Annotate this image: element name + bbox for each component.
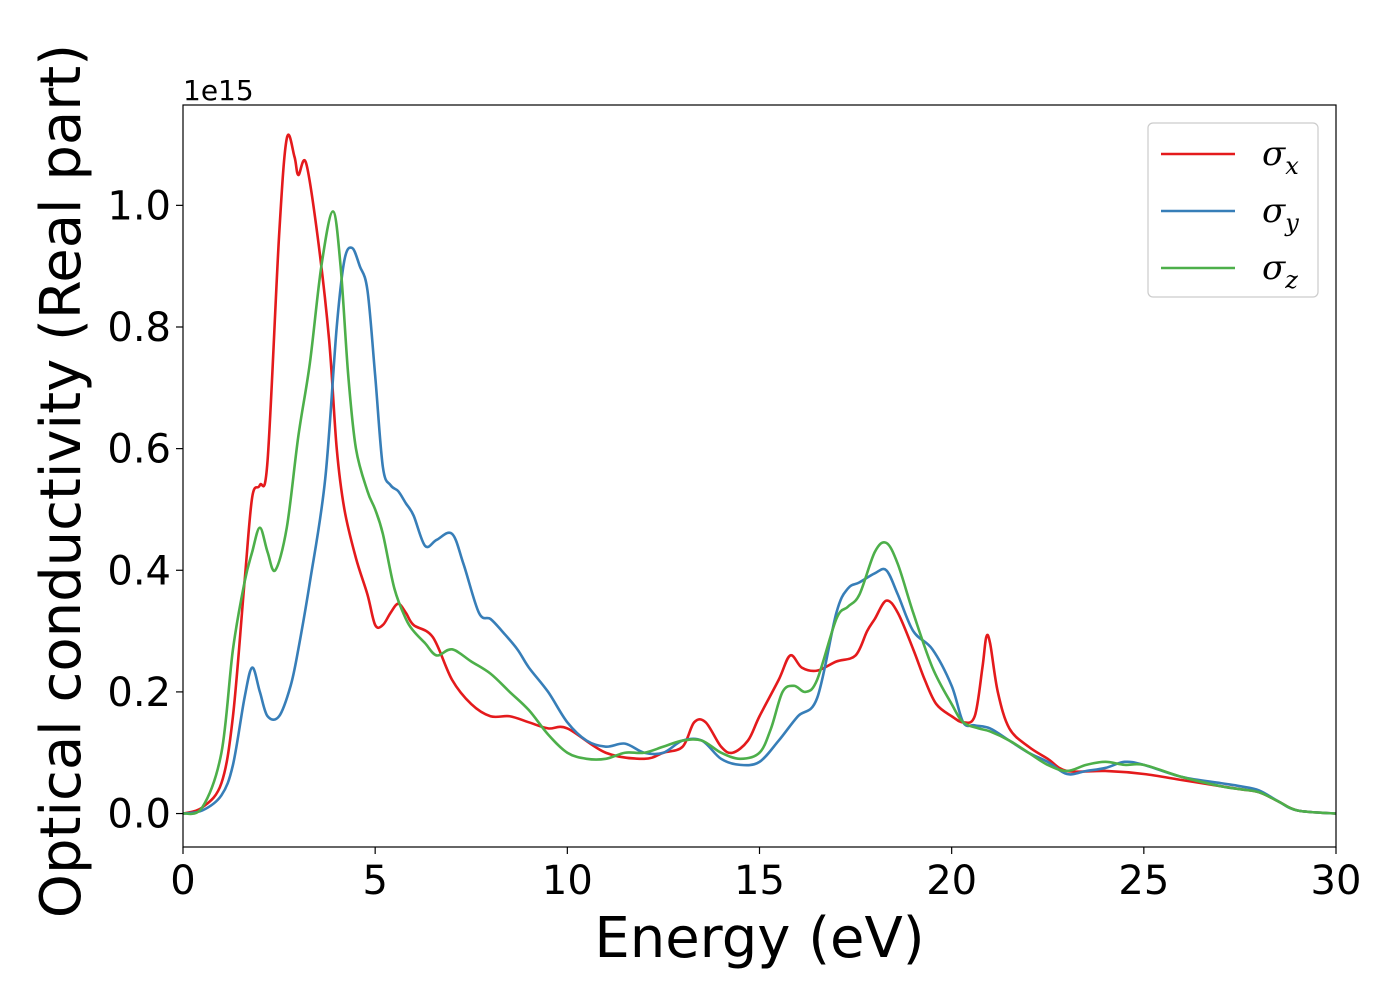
legend-label-y: σy (1262, 191, 1299, 237)
y-tick-label: 0.4 (107, 548, 171, 594)
y-offset-label: 1e15 (183, 74, 254, 107)
x-tick-label: 25 (1118, 858, 1169, 904)
x-tick-label: 10 (542, 858, 593, 904)
series-line-z (183, 210, 1336, 816)
legend: σx σy σz (1147, 122, 1319, 298)
y-axis-title: Optical conductivity (Real part) (29, 44, 94, 918)
series-line-x (183, 133, 1336, 815)
x-axis-title: Energy (eV) (594, 906, 924, 971)
y-tick-label: 0.6 (107, 427, 171, 473)
x-tick-label: 20 (926, 858, 977, 904)
legend-label-z: σz (1262, 248, 1298, 294)
x-tick-label: 30 (1311, 858, 1362, 904)
legend-label-x: σx (1262, 134, 1299, 180)
y-tick-label: 0.0 (107, 792, 171, 838)
x-tick-label: 5 (362, 858, 387, 904)
y-tick-label: 1.0 (107, 183, 171, 229)
x-axis: 0 5 10 15 20 25 30 (170, 847, 1361, 904)
x-tick-label: 0 (170, 858, 195, 904)
series-line-y (183, 246, 1336, 815)
y-axis: 0.0 0.2 0.4 0.6 0.8 1.0 (107, 183, 183, 838)
series-lines (183, 133, 1336, 816)
y-tick-label: 0.8 (107, 305, 171, 351)
x-tick-label: 15 (734, 858, 785, 904)
y-tick-label: 0.2 (107, 670, 171, 716)
